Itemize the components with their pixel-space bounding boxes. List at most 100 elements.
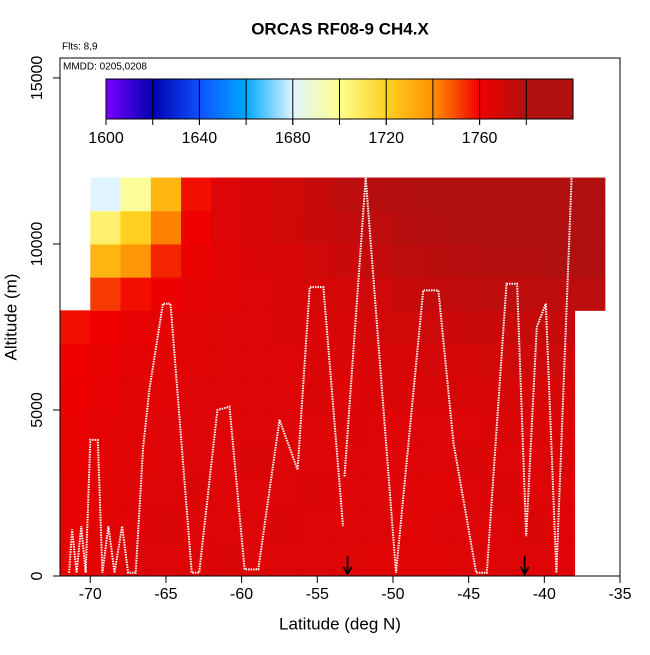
heat-cell xyxy=(241,542,273,577)
heat-cell xyxy=(362,443,394,477)
heat-cell xyxy=(423,177,455,212)
heat-cell xyxy=(392,376,424,411)
heat-cell xyxy=(271,177,303,212)
heat-cell xyxy=(211,343,243,378)
heat-cell xyxy=(60,443,91,477)
x-tick-label: -50 xyxy=(381,586,404,603)
heat-cell xyxy=(483,243,515,278)
heat-cell xyxy=(453,542,485,577)
colorbar-bin xyxy=(386,79,434,119)
y-tick-label: 10000 xyxy=(29,222,46,267)
heat-cell xyxy=(544,310,576,345)
heat-cell xyxy=(423,343,455,378)
heat-cell xyxy=(453,210,485,245)
colorbar-frame xyxy=(105,78,574,120)
heat-cell xyxy=(120,210,152,245)
heat-cell xyxy=(574,210,606,245)
heat-cell xyxy=(120,476,152,511)
heat-cell xyxy=(90,443,122,477)
heat-cell xyxy=(483,343,515,378)
heat-cell xyxy=(302,210,333,245)
heat-cell xyxy=(150,310,182,345)
heat-cell xyxy=(90,476,122,511)
heat-cell xyxy=(332,243,364,278)
heat-cell xyxy=(544,542,576,577)
heat-cell xyxy=(392,177,424,212)
heat-cell xyxy=(423,409,455,444)
heat-cell xyxy=(362,509,394,544)
heat-cell xyxy=(514,177,545,212)
heat-cell xyxy=(332,310,364,345)
colorbar-bin xyxy=(246,79,294,119)
colorbar-bin xyxy=(106,79,154,119)
heat-cell xyxy=(271,542,303,577)
heat-cell xyxy=(392,277,424,311)
heat-cell xyxy=(271,210,303,245)
heat-cell xyxy=(150,277,182,311)
heat-cell xyxy=(211,509,243,544)
heat-cell xyxy=(332,343,364,378)
heat-cell xyxy=(453,177,485,212)
heat-cell xyxy=(90,243,122,278)
heat-cell xyxy=(453,409,485,444)
heat-cell xyxy=(241,243,273,278)
heat-cell xyxy=(514,376,545,411)
heat-cell xyxy=(574,177,606,212)
y-axis-label: Altitude (m) xyxy=(1,274,20,361)
colorbar-bin xyxy=(479,79,527,119)
heat-cell xyxy=(211,210,243,245)
heat-cell xyxy=(90,343,122,378)
heat-cell xyxy=(332,476,364,511)
x-tick-label: -65 xyxy=(154,586,177,603)
y-tick-label: 15000 xyxy=(29,56,46,101)
heat-cell xyxy=(150,177,182,212)
heat-cell xyxy=(60,376,91,411)
heat-cell xyxy=(574,243,606,278)
heat-cell xyxy=(302,376,333,411)
heat-cell xyxy=(453,376,485,411)
heat-cell xyxy=(423,476,455,511)
heat-cell xyxy=(483,542,515,577)
heat-cell xyxy=(211,177,243,212)
heat-cell xyxy=(302,476,333,511)
heat-cell xyxy=(392,509,424,544)
heat-cell xyxy=(241,310,273,345)
heat-cell xyxy=(120,443,152,477)
heat-cell xyxy=(60,476,91,511)
heat-cell xyxy=(150,243,182,278)
heat-cell xyxy=(423,243,455,278)
colorbar-tick-label: 1600 xyxy=(88,130,124,147)
colorbar-tick-label: 1720 xyxy=(368,130,404,147)
heat-cell xyxy=(574,277,606,311)
heat-cell xyxy=(332,509,364,544)
heat-cell xyxy=(90,376,122,411)
heat-cell xyxy=(423,310,455,345)
heat-cell xyxy=(181,443,212,477)
heat-cell xyxy=(332,277,364,311)
x-tick-label: -40 xyxy=(533,586,556,603)
heat-cell xyxy=(483,443,515,477)
heat-cell xyxy=(181,343,212,378)
heat-cell xyxy=(483,277,515,311)
colorbar-tick-label: 1640 xyxy=(182,130,218,147)
heat-cell xyxy=(90,177,122,212)
heat-cell xyxy=(453,310,485,345)
heat-cell xyxy=(392,210,424,245)
heat-cell xyxy=(544,277,576,311)
heat-cell xyxy=(453,243,485,278)
heat-cell xyxy=(453,343,485,378)
heat-cell xyxy=(302,409,333,444)
heat-cell xyxy=(271,310,303,345)
heatmap xyxy=(60,177,606,577)
arrow xyxy=(342,556,353,576)
heat-cell xyxy=(271,509,303,544)
heat-cell xyxy=(211,310,243,345)
heat-cell xyxy=(302,542,333,577)
colorbar-bin xyxy=(152,79,200,119)
heat-cell xyxy=(453,277,485,311)
heat-cell xyxy=(332,210,364,245)
heat-cell xyxy=(544,243,576,278)
heat-cell xyxy=(150,443,182,477)
heat-cell xyxy=(150,509,182,544)
heat-cell xyxy=(181,409,212,444)
